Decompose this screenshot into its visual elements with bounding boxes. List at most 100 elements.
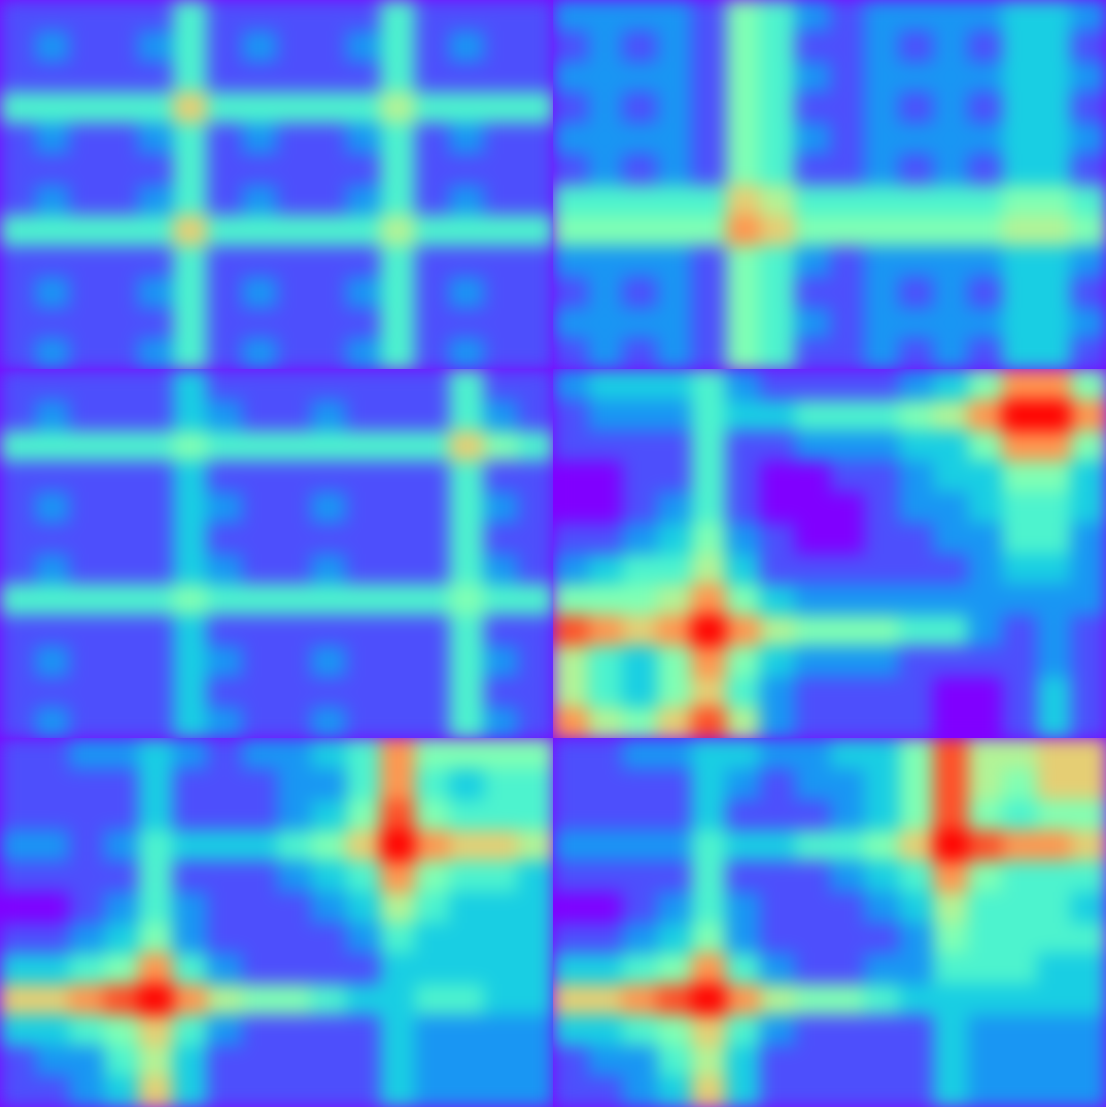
heatmap-cell <box>726 584 761 615</box>
heatmap-cell <box>104 677 139 708</box>
heatmap-cell <box>795 984 830 1015</box>
heatmap-cell <box>69 369 104 400</box>
heatmap-cell <box>242 892 277 923</box>
heatmap-cell <box>138 892 173 923</box>
heatmap-cell <box>691 677 726 708</box>
heatmap-cell <box>968 308 1003 339</box>
heatmap-cell <box>691 431 726 462</box>
heatmap-cell <box>933 953 968 984</box>
heatmap-cell <box>933 400 968 431</box>
heatmap-cell <box>657 400 692 431</box>
heatmap-cell <box>35 369 70 400</box>
heatmap-cell <box>0 953 35 984</box>
heatmap-cell <box>864 953 899 984</box>
heatmap-cell <box>830 800 865 831</box>
heatmap-cell <box>518 707 553 738</box>
heatmap-cell <box>933 154 968 185</box>
heatmap-cell <box>277 984 312 1015</box>
heatmap-cell <box>1037 738 1072 769</box>
heatmap-cell <box>622 707 657 738</box>
heatmap-cell <box>0 1046 35 1077</box>
heatmap-cell <box>1071 308 1106 339</box>
heatmap-cell <box>138 554 173 585</box>
heatmap-cell <box>830 92 865 123</box>
heatmap-cell <box>415 0 450 31</box>
heatmap-cell <box>726 338 761 369</box>
heatmap-cell <box>726 615 761 646</box>
heatmap-cell <box>1002 246 1037 277</box>
heatmap-cell <box>380 615 415 646</box>
heatmap-cell <box>1037 431 1072 462</box>
heatmap-cell <box>449 677 484 708</box>
heatmap-cell <box>173 800 208 831</box>
heatmap-cell <box>968 646 1003 677</box>
heatmap-cell <box>899 277 934 308</box>
heatmap-cell <box>830 308 865 339</box>
heatmap-cell <box>795 738 830 769</box>
heatmap-cell <box>242 123 277 154</box>
heatmap-cell <box>484 677 519 708</box>
heatmap-cell <box>415 707 450 738</box>
heatmap-cell <box>795 1015 830 1046</box>
heatmap-cell <box>415 861 450 892</box>
heatmap-cell <box>1071 369 1106 400</box>
heatmap-cell <box>380 584 415 615</box>
heatmap-cell <box>173 615 208 646</box>
heatmap-cell <box>138 1046 173 1077</box>
heatmap-cell <box>104 123 139 154</box>
heatmap-cell <box>242 0 277 31</box>
heatmap-cell <box>553 308 588 339</box>
heatmap-cell <box>899 92 934 123</box>
heatmap-cell <box>691 1015 726 1046</box>
heatmap-cell <box>173 369 208 400</box>
heatmap-cell <box>311 1046 346 1077</box>
heatmap-cell <box>277 892 312 923</box>
heatmap-cell <box>311 523 346 554</box>
heatmap-cell <box>553 1046 588 1077</box>
heatmap-cell <box>415 246 450 277</box>
heatmap-cell <box>277 953 312 984</box>
heatmap-cell <box>346 953 381 984</box>
heatmap-cell <box>553 277 588 308</box>
heatmap-cell <box>899 338 934 369</box>
heatmap-cell <box>795 0 830 31</box>
heatmap-cell <box>864 646 899 677</box>
heatmap-cell <box>415 1015 450 1046</box>
heatmap-cell <box>691 707 726 738</box>
heatmap-cell <box>104 92 139 123</box>
heatmap-cell <box>104 861 139 892</box>
heatmap-cell <box>830 492 865 523</box>
heatmap-cell <box>69 185 104 216</box>
heatmap-cell <box>104 646 139 677</box>
heatmap-cell <box>380 1015 415 1046</box>
heatmap-cell <box>207 615 242 646</box>
heatmap-cell <box>380 523 415 554</box>
heatmap-cell <box>449 123 484 154</box>
heatmap-cell <box>1037 461 1072 492</box>
heatmap-cell <box>760 738 795 769</box>
heatmap-cell <box>830 246 865 277</box>
heatmap-cell <box>622 830 657 861</box>
heatmap-cell <box>69 800 104 831</box>
heatmap-cell <box>346 1076 381 1107</box>
heatmap-cell <box>1002 62 1037 93</box>
heatmap-cell <box>968 400 1003 431</box>
heatmap-cell <box>35 308 70 339</box>
heatmap-cell <box>311 431 346 462</box>
heatmap-cell <box>899 1015 934 1046</box>
heatmap-cell <box>830 369 865 400</box>
heatmap-cell <box>242 800 277 831</box>
heatmap-cell <box>1071 892 1106 923</box>
heatmap-cell <box>1037 215 1072 246</box>
heatmap-cell <box>1002 677 1037 708</box>
heatmap-cell <box>138 400 173 431</box>
heatmap-cell <box>1002 646 1037 677</box>
heatmap-cell <box>830 154 865 185</box>
heatmap-cell <box>657 584 692 615</box>
heatmap-cell <box>242 431 277 462</box>
heatmap-cell <box>899 646 934 677</box>
heatmap-cell <box>864 769 899 800</box>
heatmap-cell <box>173 246 208 277</box>
heatmap-cell <box>207 584 242 615</box>
heatmap-cell <box>588 92 623 123</box>
